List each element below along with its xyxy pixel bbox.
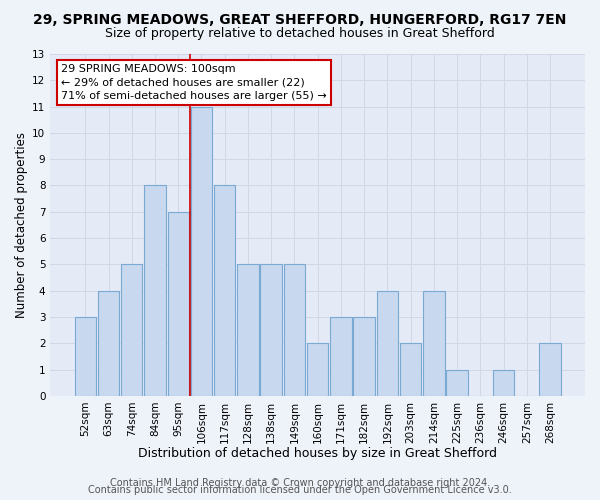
Text: Contains HM Land Registry data © Crown copyright and database right 2024.: Contains HM Land Registry data © Crown c… <box>110 478 490 488</box>
X-axis label: Distribution of detached houses by size in Great Shefford: Distribution of detached houses by size … <box>138 447 497 460</box>
Bar <box>539 344 560 396</box>
Bar <box>423 290 445 396</box>
Bar <box>98 290 119 396</box>
Bar <box>167 212 189 396</box>
Bar <box>214 186 235 396</box>
Text: Contains public sector information licensed under the Open Government Licence v3: Contains public sector information licen… <box>88 485 512 495</box>
Text: 29, SPRING MEADOWS, GREAT SHEFFORD, HUNGERFORD, RG17 7EN: 29, SPRING MEADOWS, GREAT SHEFFORD, HUNG… <box>34 12 566 26</box>
Bar <box>191 106 212 396</box>
Bar <box>121 264 142 396</box>
Text: Size of property relative to detached houses in Great Shefford: Size of property relative to detached ho… <box>105 28 495 40</box>
Bar <box>74 317 96 396</box>
Bar <box>237 264 259 396</box>
Bar <box>493 370 514 396</box>
Bar <box>144 186 166 396</box>
Y-axis label: Number of detached properties: Number of detached properties <box>15 132 28 318</box>
Bar <box>377 290 398 396</box>
Bar <box>400 344 421 396</box>
Bar <box>330 317 352 396</box>
Text: 29 SPRING MEADOWS: 100sqm
← 29% of detached houses are smaller (22)
71% of semi-: 29 SPRING MEADOWS: 100sqm ← 29% of detac… <box>61 64 327 100</box>
Bar <box>353 317 375 396</box>
Bar <box>284 264 305 396</box>
Bar <box>260 264 282 396</box>
Bar <box>307 344 328 396</box>
Bar <box>446 370 468 396</box>
